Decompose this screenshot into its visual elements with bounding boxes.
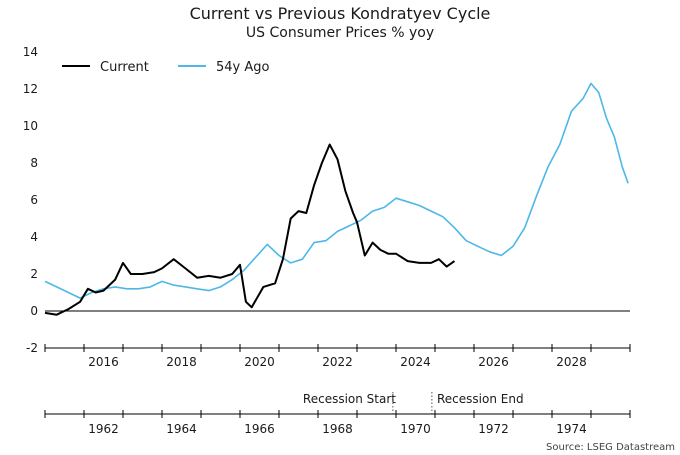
top-tick-label: 2016	[88, 355, 119, 369]
y-tick-label: 12	[23, 82, 38, 96]
bottom-tick-label: 1968	[322, 422, 353, 436]
series-group	[44, 82, 629, 316]
series-line-current	[44, 143, 456, 316]
recession-annotations: Recession Start Recession End	[303, 392, 524, 406]
recession-start-label: Recession Start	[303, 392, 396, 406]
top-tick-label: 2028	[556, 355, 587, 369]
bottom-x-axis: 1962 1964 1966 1968 1970 1972 1974	[44, 392, 631, 436]
y-tick-label: 0	[30, 304, 38, 318]
legend: Current 54y Ago	[62, 60, 270, 75]
y-tick-label: 14	[23, 45, 38, 59]
chart-title: Current vs Previous Kondratyev Cycle	[189, 4, 491, 23]
y-axis: -2 0 2 4 6 8 10 12 14	[23, 45, 630, 355]
recession-end-label: Recession End	[437, 392, 524, 406]
legend-label-current: Current	[100, 60, 149, 75]
top-x-axis: 2016 2018 2020 2022 2024 2026 2028	[44, 344, 631, 369]
series-line-54y-ago	[44, 82, 629, 299]
y-tick-label: 10	[23, 119, 38, 133]
top-tick-label: 2018	[166, 355, 197, 369]
bottom-tick-label: 1972	[478, 422, 509, 436]
y-tick-label: 8	[30, 156, 38, 170]
chart-subtitle: US Consumer Prices % yoy	[245, 25, 435, 41]
source-note: Source: LSEG Datastream	[546, 442, 675, 453]
bottom-tick-label: 1962	[88, 422, 119, 436]
bottom-tick-label: 1974	[556, 422, 587, 436]
top-tick-label: 2022	[322, 355, 353, 369]
y-tick-label: 2	[30, 267, 38, 281]
top-tick-label: 2024	[400, 355, 431, 369]
top-tick-label: 2026	[478, 355, 509, 369]
legend-label-previous: 54y Ago	[216, 60, 270, 75]
y-tick-label: -2	[26, 341, 38, 355]
bottom-tick-label: 1970	[400, 422, 431, 436]
bottom-tick-label: 1966	[244, 422, 275, 436]
bottom-tick-label: 1964	[166, 422, 197, 436]
top-tick-label: 2020	[244, 355, 275, 369]
y-tick-label: 6	[30, 193, 38, 207]
y-tick-label: 4	[30, 230, 38, 244]
